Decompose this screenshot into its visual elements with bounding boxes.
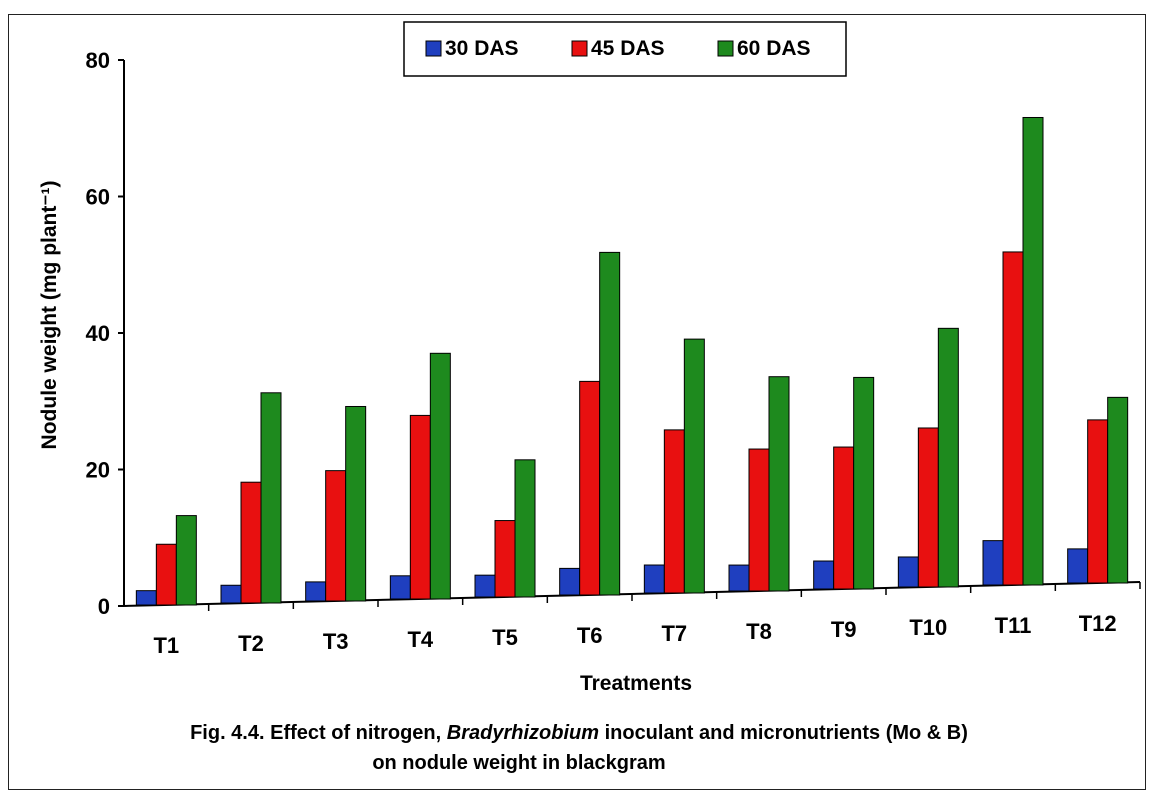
legend-label: 60 DAS bbox=[737, 37, 811, 60]
bar-45-das-t6 bbox=[579, 380, 601, 596]
x-tick-label: T7 bbox=[661, 621, 687, 646]
bar-30-das-t10 bbox=[897, 556, 919, 588]
bar-45-das-t3 bbox=[325, 470, 347, 602]
x-tick-label: T4 bbox=[407, 627, 433, 652]
x-tick-label: T9 bbox=[831, 617, 857, 642]
x-tick-label: T2 bbox=[238, 631, 264, 656]
bar-60-das-t11 bbox=[1022, 116, 1044, 586]
caption-line-1: Fig. 4.4. Effect of nitrogen, Bradyrhizo… bbox=[0, 718, 1158, 748]
chart-legend: 30 DAS 45 DAS 60 DAS bbox=[403, 21, 847, 77]
bar-60-das-t1 bbox=[175, 515, 197, 606]
bar-30-das-t7 bbox=[643, 564, 665, 594]
bar-60-das-t5 bbox=[514, 459, 536, 598]
y-axis-label: Nodule weight (mg plant⁻¹) bbox=[38, 181, 61, 450]
chart-bars bbox=[135, 116, 1129, 606]
bar-60-das-t9 bbox=[853, 376, 875, 590]
x-tick-label: T6 bbox=[577, 623, 603, 648]
legend-swatch bbox=[717, 40, 734, 57]
bar-45-das-t11 bbox=[1002, 251, 1024, 586]
caption-suffix: inoculant and micronutrients (Mo & B) bbox=[599, 722, 968, 744]
bar-45-das-t10 bbox=[917, 427, 939, 588]
x-tick-label: T1 bbox=[153, 633, 179, 658]
bar-45-das-t12 bbox=[1087, 419, 1109, 584]
bar-30-das-t9 bbox=[813, 560, 835, 590]
bar-60-das-t7 bbox=[683, 338, 705, 594]
bar-30-das-t5 bbox=[474, 574, 496, 598]
x-tick-label: T3 bbox=[323, 629, 349, 654]
bar-chart: 0 20 40 60 80 T1 T2 T3 T4 T5 T6 T7 T8 T9 T10 T11 T12 30 … bbox=[38, 21, 1141, 695]
bar-45-das-t1 bbox=[155, 543, 177, 606]
legend-swatch bbox=[425, 40, 442, 57]
caption-italic-term: Bradyrhizobium bbox=[446, 722, 600, 744]
bar-30-das-t3 bbox=[305, 581, 327, 602]
y-tick-label: 0 bbox=[98, 594, 110, 619]
caption-prefix: Fig. 4.4. Effect of nitrogen, bbox=[190, 722, 447, 744]
y-tick-label: 80 bbox=[86, 48, 110, 73]
x-tick-label: T12 bbox=[1079, 611, 1117, 636]
bar-45-das-t7 bbox=[663, 429, 685, 594]
x-tick-label: T11 bbox=[995, 613, 1032, 638]
chart-axes: 0 20 40 60 80 T1 T2 T3 T4 T5 T6 T7 T8 T9 T10 T11 T12 bbox=[86, 48, 1141, 658]
bar-60-das-t4 bbox=[429, 352, 451, 600]
y-tick-label: 20 bbox=[86, 458, 110, 483]
bar-45-das-t9 bbox=[833, 446, 855, 590]
bar-45-das-t2 bbox=[240, 481, 262, 604]
legend-swatch bbox=[571, 40, 588, 57]
bar-30-das-t4 bbox=[389, 575, 411, 600]
x-tick-label: T10 bbox=[909, 615, 947, 640]
figure-caption: Fig. 4.4. Effect of nitrogen, Bradyrhizo… bbox=[0, 718, 1158, 778]
x-axis-label: Treatments bbox=[580, 672, 692, 695]
legend-label: 30 DAS bbox=[445, 37, 519, 60]
bar-45-das-t5 bbox=[494, 520, 516, 598]
bar-60-das-t10 bbox=[937, 327, 959, 588]
caption-line-2: on nodule weight in blackgram bbox=[372, 752, 666, 774]
y-tick-label: 40 bbox=[86, 321, 110, 346]
y-tick-label: 60 bbox=[86, 185, 110, 210]
bar-60-das-t3 bbox=[345, 405, 367, 602]
bar-30-das-t12 bbox=[1067, 548, 1089, 584]
bar-30-das-t11 bbox=[982, 540, 1004, 586]
bar-30-das-t6 bbox=[559, 567, 581, 596]
bar-45-das-t8 bbox=[748, 448, 770, 592]
x-tick-label: T5 bbox=[492, 625, 518, 650]
bar-60-das-t6 bbox=[599, 251, 621, 596]
legend-box bbox=[403, 21, 847, 77]
bar-60-das-t2 bbox=[260, 392, 282, 604]
legend-label: 45 DAS bbox=[591, 37, 665, 60]
bar-30-das-t1 bbox=[135, 590, 157, 606]
bar-30-das-t8 bbox=[728, 564, 750, 592]
x-tick-label: T8 bbox=[746, 619, 772, 644]
bar-30-das-t2 bbox=[220, 584, 242, 604]
bar-60-das-t12 bbox=[1107, 396, 1129, 584]
bar-60-das-t8 bbox=[768, 376, 790, 592]
bar-45-das-t4 bbox=[409, 414, 431, 600]
